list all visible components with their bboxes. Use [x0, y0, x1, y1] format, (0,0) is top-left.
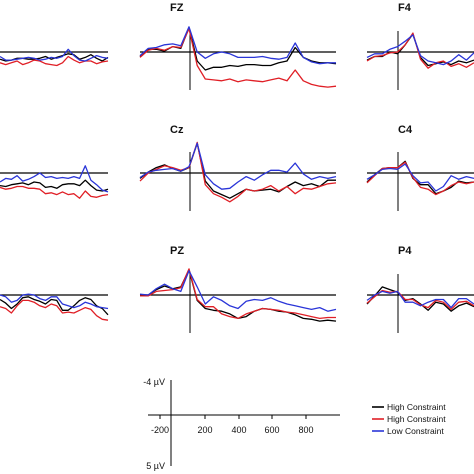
erp-trace-high2	[366, 289, 474, 311]
erp-trace-low	[139, 26, 336, 65]
x-tick-label: 200	[197, 425, 212, 435]
scale-ticks: -200 200 400 600 800	[151, 415, 314, 435]
erp-panel: Cz	[139, 124, 337, 211]
erp-panels: FZ F4 Cz C4 PZ P4	[0, 2, 474, 333]
erp-trace-low	[366, 290, 474, 309]
erp-trace-low	[139, 270, 337, 312]
erp-panel: P4	[366, 245, 474, 333]
erp-trace-low	[0, 165, 109, 193]
erp-trace-low	[366, 163, 474, 192]
scale-top-label: -4 µV	[143, 377, 165, 387]
erp-trace-high1	[366, 160, 474, 195]
scale-bottom-label: 5 µV	[146, 461, 165, 471]
x-tick-label: 800	[298, 425, 313, 435]
erp-panel: FZ	[139, 2, 337, 90]
electrode-label: P4	[398, 245, 412, 257]
electrode-label: FZ	[170, 2, 184, 14]
erp-panel	[0, 165, 109, 199]
erp-panel: C4	[366, 124, 474, 211]
erp-panel: PZ	[139, 245, 337, 333]
erp-trace-low	[0, 48, 109, 62]
erp-panel: F4	[366, 2, 474, 90]
erp-trace-high1	[0, 296, 109, 316]
erp-trace-high1	[366, 33, 474, 67]
electrode-label: Cz	[170, 124, 184, 136]
erp-trace-high1	[139, 27, 337, 71]
erp-trace-high2	[0, 55, 109, 67]
scale-axes: -4 µV 5 µV -200 200 400 600 800	[143, 377, 340, 471]
erp-trace-high1	[0, 179, 109, 192]
erp-trace-high2	[139, 141, 337, 203]
erp-panel	[0, 293, 109, 321]
erp-trace-low	[366, 34, 474, 66]
legend-label-low: Low Constraint	[387, 426, 444, 436]
erp-trace-high2	[366, 32, 474, 69]
erp-trace-high2	[366, 161, 474, 196]
erp-panel	[0, 48, 109, 67]
erp-trace-low	[139, 142, 337, 190]
electrode-label: PZ	[170, 245, 184, 257]
x-tick-label: 400	[231, 425, 246, 435]
x-tick-label: -200	[151, 425, 169, 435]
electrode-label: C4	[398, 124, 413, 136]
legend: High Constraint High Constraint Low Cons…	[372, 402, 446, 436]
erp-trace-high2	[140, 268, 336, 320]
erp-trace-high2	[0, 299, 109, 321]
erp-trace-high2	[0, 185, 109, 199]
electrode-label: F4	[398, 2, 412, 14]
erp-trace-high1	[139, 142, 336, 199]
legend-label-high-2: High Constraint	[387, 414, 446, 424]
erp-trace-high2	[139, 27, 337, 88]
x-tick-label: 600	[264, 425, 279, 435]
erp-trace-high1	[366, 286, 474, 312]
erp-trace-low	[0, 293, 109, 310]
legend-label-high-1: High Constraint	[387, 402, 446, 412]
